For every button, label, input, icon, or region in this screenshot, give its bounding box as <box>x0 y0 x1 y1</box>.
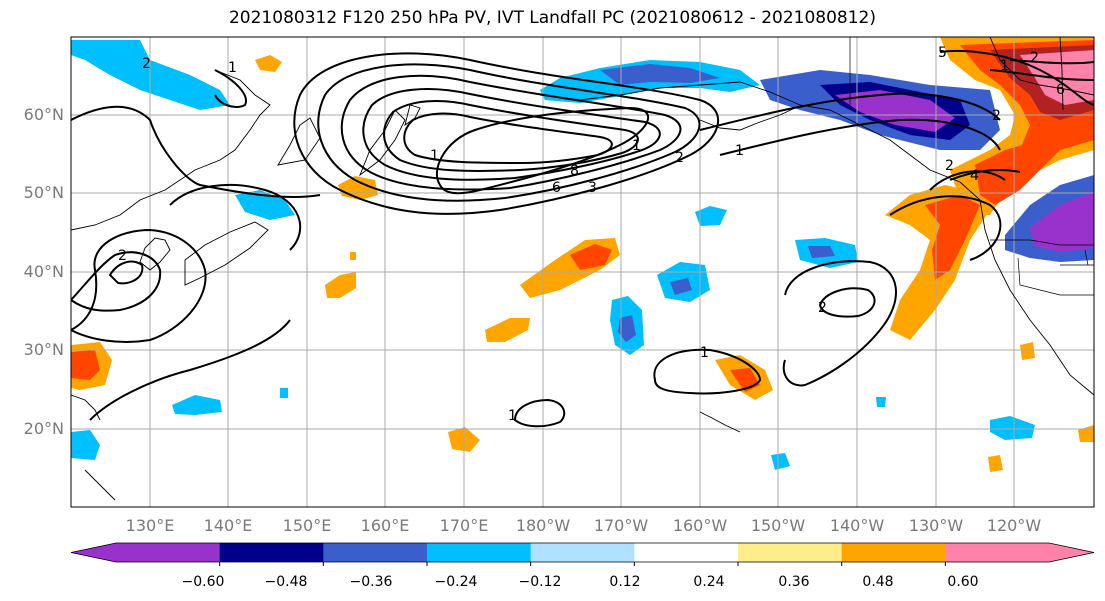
political-borders <box>849 37 1094 296</box>
contour-lines <box>71 49 1094 428</box>
lat-label: 60°N <box>23 105 64 124</box>
contour-label: 2 <box>992 108 1001 124</box>
contour-label: 1 <box>228 60 237 76</box>
colorbar-segment <box>530 543 635 562</box>
lon-label: 150°W <box>750 516 806 535</box>
map-frame <box>70 36 1095 508</box>
map-title: 2021080312 F120 250 hPa PV, IVT Landfall… <box>228 8 876 28</box>
lat-label: 20°N <box>23 419 64 438</box>
colorbar-extension-max <box>1049 543 1094 562</box>
contour-label: 1 <box>430 148 439 164</box>
lon-label: 170°W <box>593 516 649 535</box>
contour-label: 1 <box>700 345 709 361</box>
lon-label: 130°W <box>908 516 964 535</box>
colorbar-tick-label: 0.12 <box>609 574 641 590</box>
colorbar <box>70 542 1095 566</box>
colorbar-segment <box>219 543 324 562</box>
lon-label: 120°W <box>986 516 1042 535</box>
contour-label: 1 <box>508 408 517 424</box>
colorbar-tick-label: −0.24 <box>434 574 478 590</box>
colorbar-segment <box>945 543 1050 562</box>
lat-label: 40°N <box>23 262 64 281</box>
lat-label: 30°N <box>23 340 64 359</box>
contour-label: 4 <box>970 168 979 184</box>
contour-label: 2 <box>675 150 684 166</box>
contour-label: 2 <box>1030 50 1039 66</box>
contour-label: 2 <box>118 248 127 264</box>
colorbar-tick-label: −0.36 <box>349 574 393 590</box>
coastlines <box>71 37 1094 501</box>
colorbar-segment <box>323 543 428 562</box>
colorbar-segment <box>634 543 739 562</box>
colorbar-outline <box>70 542 1095 563</box>
colorbar-tick-label: 0.48 <box>862 574 894 590</box>
contour-label: 6 <box>1056 82 1065 98</box>
contour-label: 3 <box>588 180 597 196</box>
colorbar-segment <box>738 543 843 562</box>
lon-label: 160°E <box>360 516 410 535</box>
colorbar-segment <box>116 543 221 562</box>
colorbar-tick-label: −0.60 <box>181 574 225 590</box>
contour-label: 8 <box>570 163 579 179</box>
contour-label: 1 <box>735 143 744 159</box>
colorbar-tick-label: −0.48 <box>264 574 308 590</box>
contour-label: 2 <box>142 56 151 72</box>
contour-label: 1 <box>632 138 641 154</box>
contour-label: 2 <box>818 300 827 316</box>
colorbar-segment <box>841 543 946 562</box>
colorbar-extension-min <box>71 543 116 562</box>
colorbar-tick-label: 0.36 <box>778 574 810 590</box>
colorbar-tick-label: 0.60 <box>947 574 979 590</box>
contour-label: 2 <box>945 158 954 174</box>
lat-label: 50°N <box>23 183 64 202</box>
colorbar-segment <box>427 543 532 562</box>
lon-label: 130°E <box>125 516 175 535</box>
lon-label: 140°E <box>203 516 253 535</box>
lon-label: 140°W <box>829 516 885 535</box>
lon-label: 160°W <box>672 516 728 535</box>
contour-label-layer: 2 1 8 6 3 2 1 1 1 5 2 6 4 2 1 2 1 1 2 2 <box>118 45 1065 424</box>
contour-label: 1 <box>1000 58 1009 74</box>
lon-label: 150°E <box>282 516 332 535</box>
lon-label: 180°W <box>515 516 571 535</box>
lon-label: 170°E <box>439 516 489 535</box>
colorbar-tick-label: 0.24 <box>693 574 725 590</box>
contour-label: 5 <box>938 45 947 61</box>
colorbar-tick-label: −0.12 <box>518 574 562 590</box>
contour-label: 6 <box>552 180 561 196</box>
